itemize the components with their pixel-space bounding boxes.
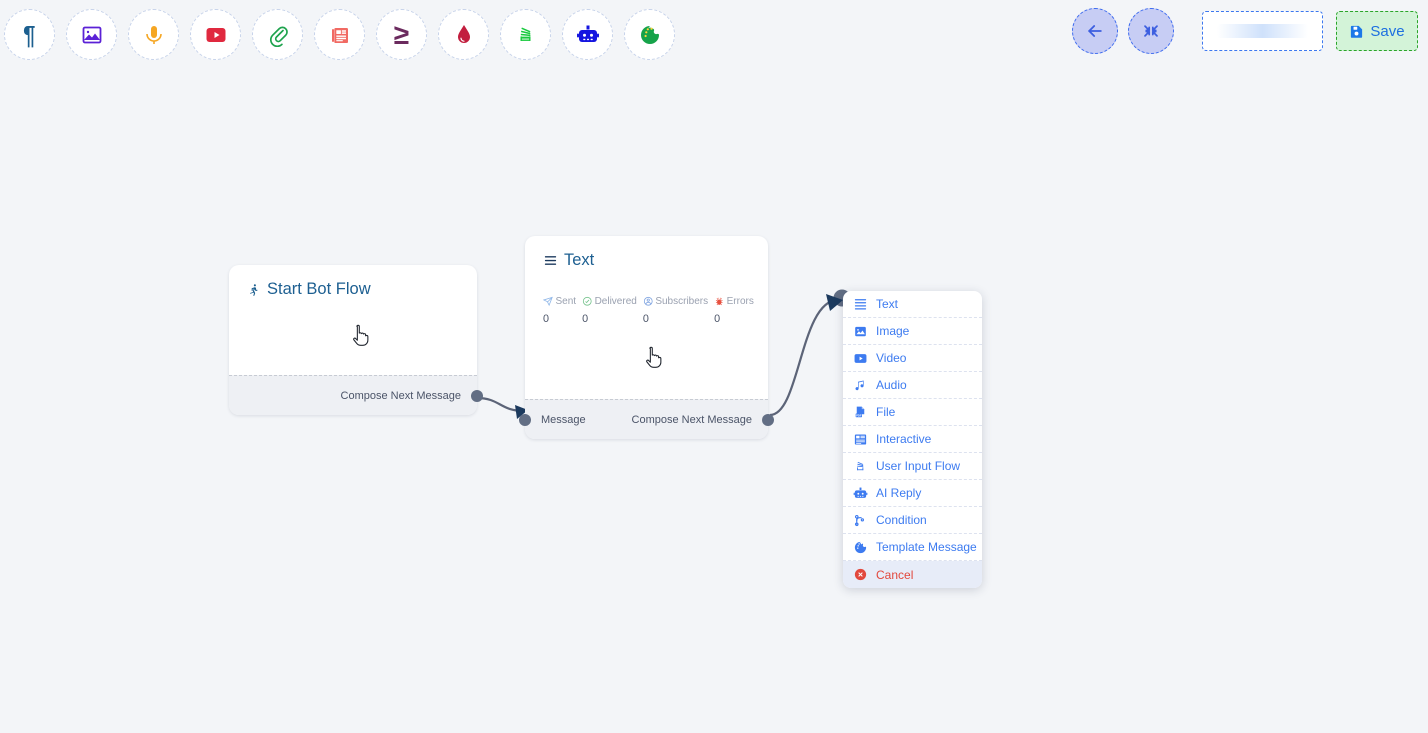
svg-text:PDF: PDF [856, 413, 862, 417]
